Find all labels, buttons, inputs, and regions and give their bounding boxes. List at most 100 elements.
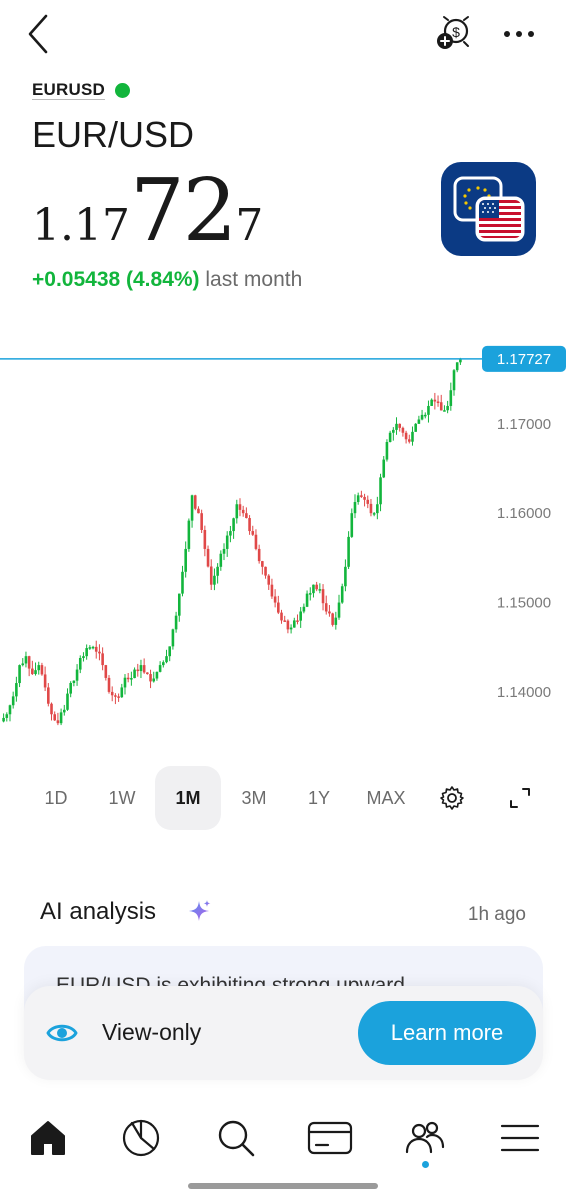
candle-body: [69, 682, 72, 694]
candle-body: [328, 611, 331, 614]
candle-body: [439, 402, 443, 411]
candle-body: [123, 677, 127, 688]
home-icon: [31, 1121, 65, 1155]
candle-body: [321, 589, 325, 604]
candle-body: [18, 665, 21, 684]
svg-text:$: $: [452, 24, 460, 40]
candle-body: [302, 606, 306, 612]
candle-body: [238, 504, 242, 510]
candle-body: [270, 584, 274, 597]
ai-analysis-time: 1h ago: [467, 904, 526, 925]
tab-cards[interactable]: [306, 1114, 354, 1162]
candle-body: [5, 714, 9, 718]
candle-body: [280, 612, 283, 621]
candle-body: [385, 442, 389, 460]
candle-body: [360, 495, 363, 497]
candle-body: [2, 717, 5, 722]
candle-body: [245, 513, 248, 519]
range-3m[interactable]: 3M: [241, 787, 267, 808]
candle-body: [104, 665, 108, 678]
tab-menu[interactable]: [496, 1114, 544, 1162]
back-button[interactable]: [22, 12, 58, 56]
range-1m[interactable]: 1M: [155, 766, 221, 830]
candle-body: [62, 709, 66, 713]
candle-body: [213, 575, 216, 585]
candle-body: [407, 439, 411, 442]
candle-body: [184, 548, 187, 572]
view-only-label: View-only: [102, 1019, 202, 1045]
price-chart[interactable]: 1.17000 1.16000 1.15000 1.14000 1.17727: [0, 330, 567, 750]
candle-body: [436, 401, 440, 403]
candle-body: [110, 691, 114, 696]
candle-body: [452, 370, 456, 391]
candle-body: [24, 656, 28, 664]
tab-community[interactable]: [401, 1114, 449, 1162]
candle-body: [117, 696, 120, 698]
home-indicator: [188, 1183, 378, 1189]
more-options-button[interactable]: [498, 18, 540, 50]
candle-body: [88, 647, 92, 649]
candle-body: [72, 680, 76, 683]
candle-body: [449, 390, 453, 406]
range-1w[interactable]: 1W: [108, 787, 136, 808]
candle-body: [171, 629, 175, 647]
candle-body: [114, 695, 117, 697]
candle-body: [174, 615, 178, 630]
candle-body: [165, 656, 168, 663]
pair-name: EUR/USD: [32, 114, 195, 155]
candle-body: [98, 651, 101, 654]
candle-body: [344, 566, 347, 587]
range-max[interactable]: MAX: [366, 787, 406, 808]
candle-body: [283, 620, 287, 622]
candle-body: [206, 548, 210, 567]
candle-body: [101, 653, 104, 666]
candle-body: [315, 584, 318, 590]
market-open-indicator: [115, 82, 130, 98]
candle-body: [219, 553, 223, 567]
chevron-left-icon: [28, 14, 48, 54]
candle-body: [78, 657, 82, 670]
tab-portfolio[interactable]: [117, 1114, 165, 1162]
candle-body: [168, 646, 172, 657]
chart-settings-button[interactable]: [424, 766, 480, 830]
candle-body: [155, 671, 159, 679]
range-1d[interactable]: 1D: [44, 787, 68, 808]
candle-body: [398, 423, 402, 428]
candle-body: [56, 720, 60, 724]
candle-body: [350, 513, 354, 537]
candle-body: [296, 620, 299, 622]
candle-body: [181, 571, 184, 594]
candle-body: [254, 534, 258, 549]
candle-body: [455, 362, 459, 371]
tab-home[interactable]: [24, 1114, 72, 1162]
candle-body: [353, 502, 357, 514]
tab-search[interactable]: [212, 1114, 260, 1162]
learn-more-button[interactable]: Learn more: [358, 1001, 536, 1065]
candle-body: [427, 405, 430, 415]
y-tick-label: 1.17000: [497, 416, 551, 433]
candle-body: [177, 593, 181, 616]
community-icon: [405, 1121, 445, 1154]
range-1y[interactable]: 1Y: [307, 787, 331, 808]
candle-body: [299, 611, 302, 621]
candle-body: [347, 536, 350, 567]
candle-body: [107, 677, 111, 692]
ticker-symbol[interactable]: EURUSD: [32, 80, 105, 99]
y-tick-label: 1.14000: [497, 684, 551, 701]
price-alert-button[interactable]: $: [432, 14, 476, 54]
candle-body: [136, 669, 140, 672]
current-price-label: 1.17727: [497, 351, 551, 368]
price-change-value: +0.05438 (4.84%): [32, 268, 200, 291]
price-alert-icon: $: [437, 16, 469, 49]
candle-body: [286, 620, 290, 630]
candle-body: [229, 531, 232, 536]
candle-body: [401, 427, 405, 433]
fullscreen-button[interactable]: [492, 766, 548, 830]
candle-body: [292, 620, 296, 628]
view-only-banner: View-only Learn more: [24, 986, 543, 1080]
candle-body: [267, 575, 271, 585]
candle-body: [376, 504, 379, 514]
candle-body: [225, 535, 229, 549]
candle-body: [277, 602, 280, 613]
candle-body: [82, 656, 85, 658]
